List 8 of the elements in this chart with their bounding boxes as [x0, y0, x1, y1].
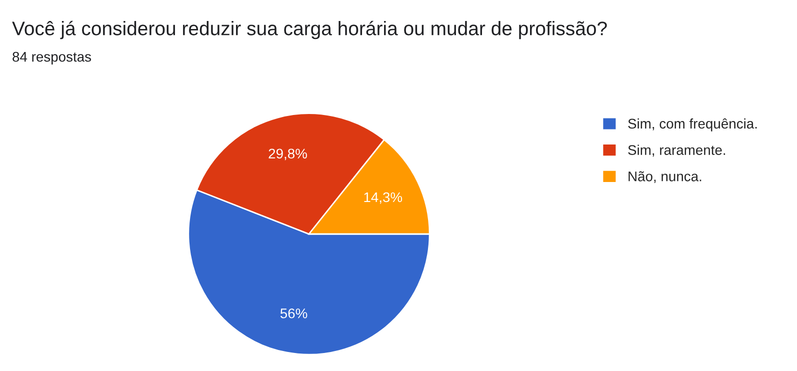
legend-label: Sim, raramente.	[628, 144, 726, 157]
legend-label: Não, nunca.	[628, 171, 702, 183]
data-label: 56%	[280, 308, 308, 318]
data-label: 29,8%	[268, 148, 307, 160]
text: 84 respostas	[12, 52, 92, 64]
chart-title: Você já considerou reduzir sua carga horária ou mudar de profissão?	[12, 20, 607, 40]
legend-label: Sim, com frequência.	[628, 118, 757, 132]
data-label: 14,3%	[364, 192, 402, 204]
